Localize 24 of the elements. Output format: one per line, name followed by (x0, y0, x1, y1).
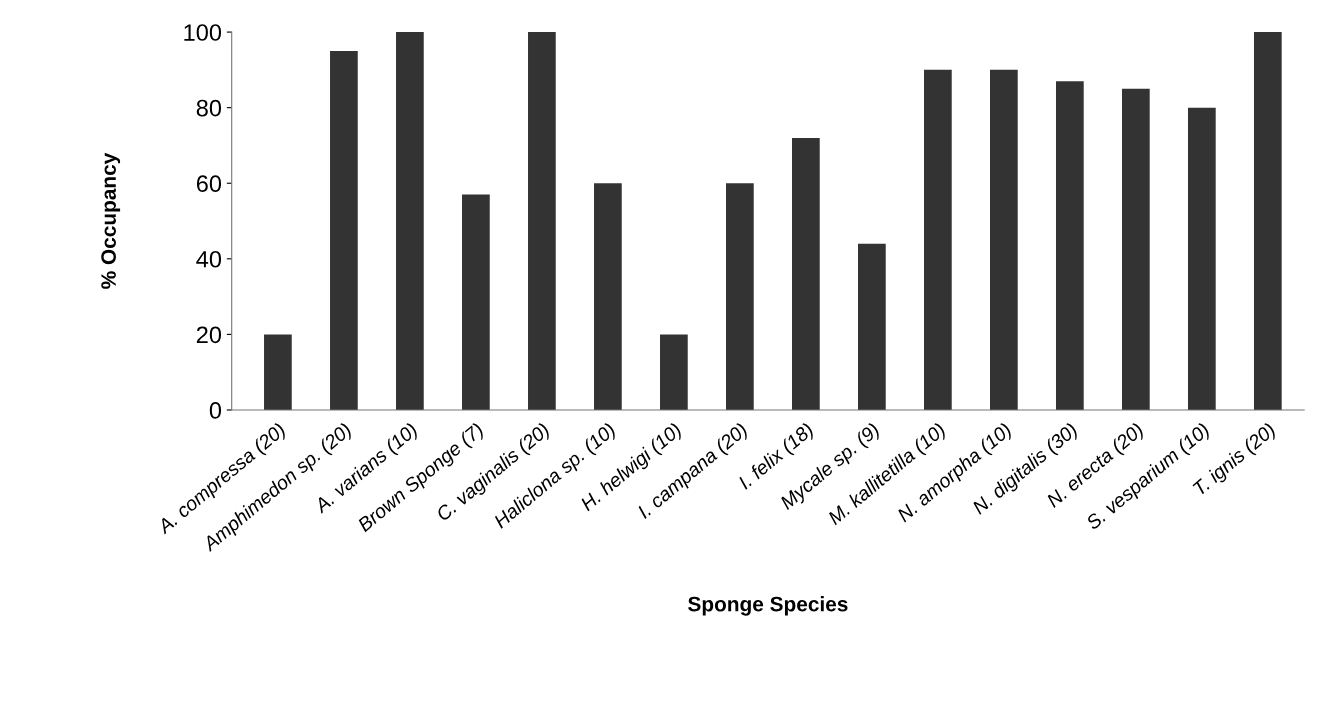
bar (1253, 32, 1282, 410)
y-axis-title: % Occupancy (101, 152, 121, 289)
bar (924, 69, 952, 410)
bar (858, 243, 886, 410)
y-tick-label: 20 (196, 326, 222, 344)
y-tick-label: 100 (184, 24, 222, 41)
bar (990, 69, 1018, 410)
bar (528, 32, 556, 410)
bar (1121, 88, 1150, 410)
bar (1187, 107, 1216, 410)
bar (792, 137, 820, 410)
bar (264, 334, 292, 410)
bar (330, 50, 358, 410)
bar (660, 334, 688, 410)
x-axis-title: Sponge Species (688, 596, 848, 616)
y-tick-label: 60 (196, 175, 222, 193)
bar (462, 194, 490, 410)
bar (1055, 81, 1084, 410)
y-tick-label: 80 (196, 99, 222, 117)
bar (396, 32, 424, 410)
bar (726, 183, 754, 410)
bar (594, 183, 622, 410)
y-tick-label: 40 (196, 250, 222, 268)
y-tick-label: 0 (209, 402, 222, 419)
